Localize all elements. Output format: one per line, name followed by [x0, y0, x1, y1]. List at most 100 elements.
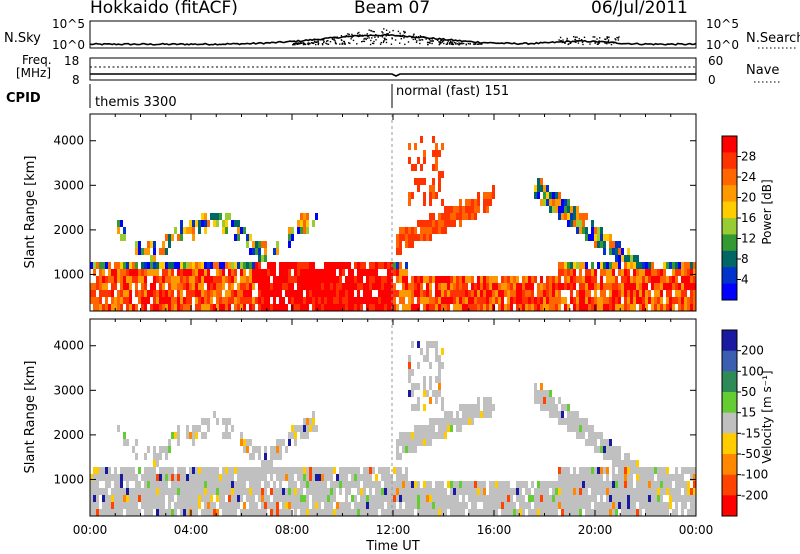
velocity-cell: [426, 495, 429, 502]
velocity-cell: [360, 488, 363, 495]
power-cell: [318, 269, 321, 276]
power-cell: [618, 262, 621, 269]
velocity-cell: [612, 474, 615, 481]
velocity-cell: [585, 509, 588, 516]
velocity-cell: [327, 474, 330, 481]
velocity-cell: [246, 467, 249, 474]
power-cell: [159, 283, 162, 290]
power-cell: [456, 304, 459, 311]
power-cell: [258, 269, 261, 276]
power-cell: [516, 283, 519, 290]
velocity-cell: [480, 411, 483, 418]
power-cell: [297, 276, 300, 283]
velocity-cell: [147, 488, 150, 495]
velocity-cell: [687, 509, 690, 516]
velocity-cell: [387, 474, 390, 481]
velocity-cell: [555, 488, 558, 495]
velocity-cell: [627, 502, 630, 509]
power-cell: [162, 241, 165, 248]
power-cell: [561, 269, 564, 276]
power-cell: [333, 269, 336, 276]
power-cell: [669, 283, 672, 290]
power-colorbar-tick: 24: [741, 170, 756, 184]
power-cell: [588, 297, 591, 304]
velocity-colorbar-swatch: [722, 412, 737, 434]
power-cell: [666, 290, 669, 297]
power-cell: [513, 297, 516, 304]
velocity-cell: [333, 488, 336, 495]
power-cell: [306, 283, 309, 290]
velocity-cell: [234, 488, 237, 495]
nsearch-dot: [352, 39, 355, 42]
nsearch-dot: [578, 38, 580, 40]
velocity-cell: [234, 502, 237, 509]
velocity-cell: [186, 495, 189, 502]
power-cell: [480, 304, 483, 311]
velocity-cell: [315, 481, 318, 488]
velocity-cell: [99, 509, 102, 516]
power-cell: [657, 304, 660, 311]
velocity-cell: [96, 481, 99, 488]
velocity-cell: [147, 509, 150, 516]
nsearch-dot: [387, 33, 389, 35]
power-cell: [441, 199, 444, 206]
velocity-cell: [255, 481, 258, 488]
nsearch-dot: [317, 41, 319, 43]
velocity-cell: [249, 453, 252, 460]
power-cell: [141, 304, 144, 311]
power-cell: [612, 283, 615, 290]
velocity-cell: [366, 474, 369, 481]
velocity-cell: [189, 481, 192, 488]
velocity-cell: [675, 502, 678, 509]
velocity-colorbar-tick: -50: [741, 447, 761, 461]
power-cell: [108, 304, 111, 311]
velocity-cell: [549, 509, 552, 516]
velocity-cell: [237, 488, 240, 495]
power-cell: [603, 269, 606, 276]
power-cell: [660, 283, 663, 290]
velocity-cell: [159, 481, 162, 488]
velocity-cell: [324, 488, 327, 495]
power-cell: [228, 283, 231, 290]
nsearch-dot: [455, 42, 457, 44]
power-cell: [393, 290, 396, 297]
velocity-cell: [330, 509, 333, 516]
velocity-cell: [405, 502, 408, 509]
power-cell: [174, 283, 177, 290]
velocity-cell: [429, 397, 432, 404]
power-cell: [423, 276, 426, 283]
velocity-cell: [435, 376, 438, 383]
power-cell: [399, 241, 402, 248]
power-cell: [507, 276, 510, 283]
velocity-cell: [153, 488, 156, 495]
power-cell: [522, 276, 525, 283]
velocity-cell: [624, 460, 627, 467]
power-cell: [615, 276, 618, 283]
power-cell: [435, 276, 438, 283]
power-cell: [120, 304, 123, 311]
power-cell: [465, 283, 468, 290]
power-cell: [558, 276, 561, 283]
power-cell: [555, 283, 558, 290]
power-cell: [672, 269, 675, 276]
nsearch-dot: [472, 43, 475, 45]
power-cell: [105, 304, 108, 311]
beam-title: Beam 07: [354, 0, 431, 18]
velocity-cell: [123, 432, 126, 439]
velocity-cell: [441, 432, 444, 439]
velocity-cell: [294, 509, 297, 516]
power-cell: [606, 276, 609, 283]
velocity-cell: [603, 481, 606, 488]
velocity-cell: [123, 467, 126, 474]
power-cell: [663, 262, 666, 269]
velocity-cell: [654, 467, 657, 474]
velocity-cell: [171, 474, 174, 481]
velocity-cell: [192, 509, 195, 516]
velocity-cell: [459, 509, 462, 516]
velocity-cell: [693, 488, 696, 495]
power-cell: [123, 283, 126, 290]
nsearch-dot: [569, 40, 571, 43]
power-cell: [240, 276, 243, 283]
velocity-cell: [435, 341, 438, 348]
velocity-cell: [309, 474, 312, 481]
